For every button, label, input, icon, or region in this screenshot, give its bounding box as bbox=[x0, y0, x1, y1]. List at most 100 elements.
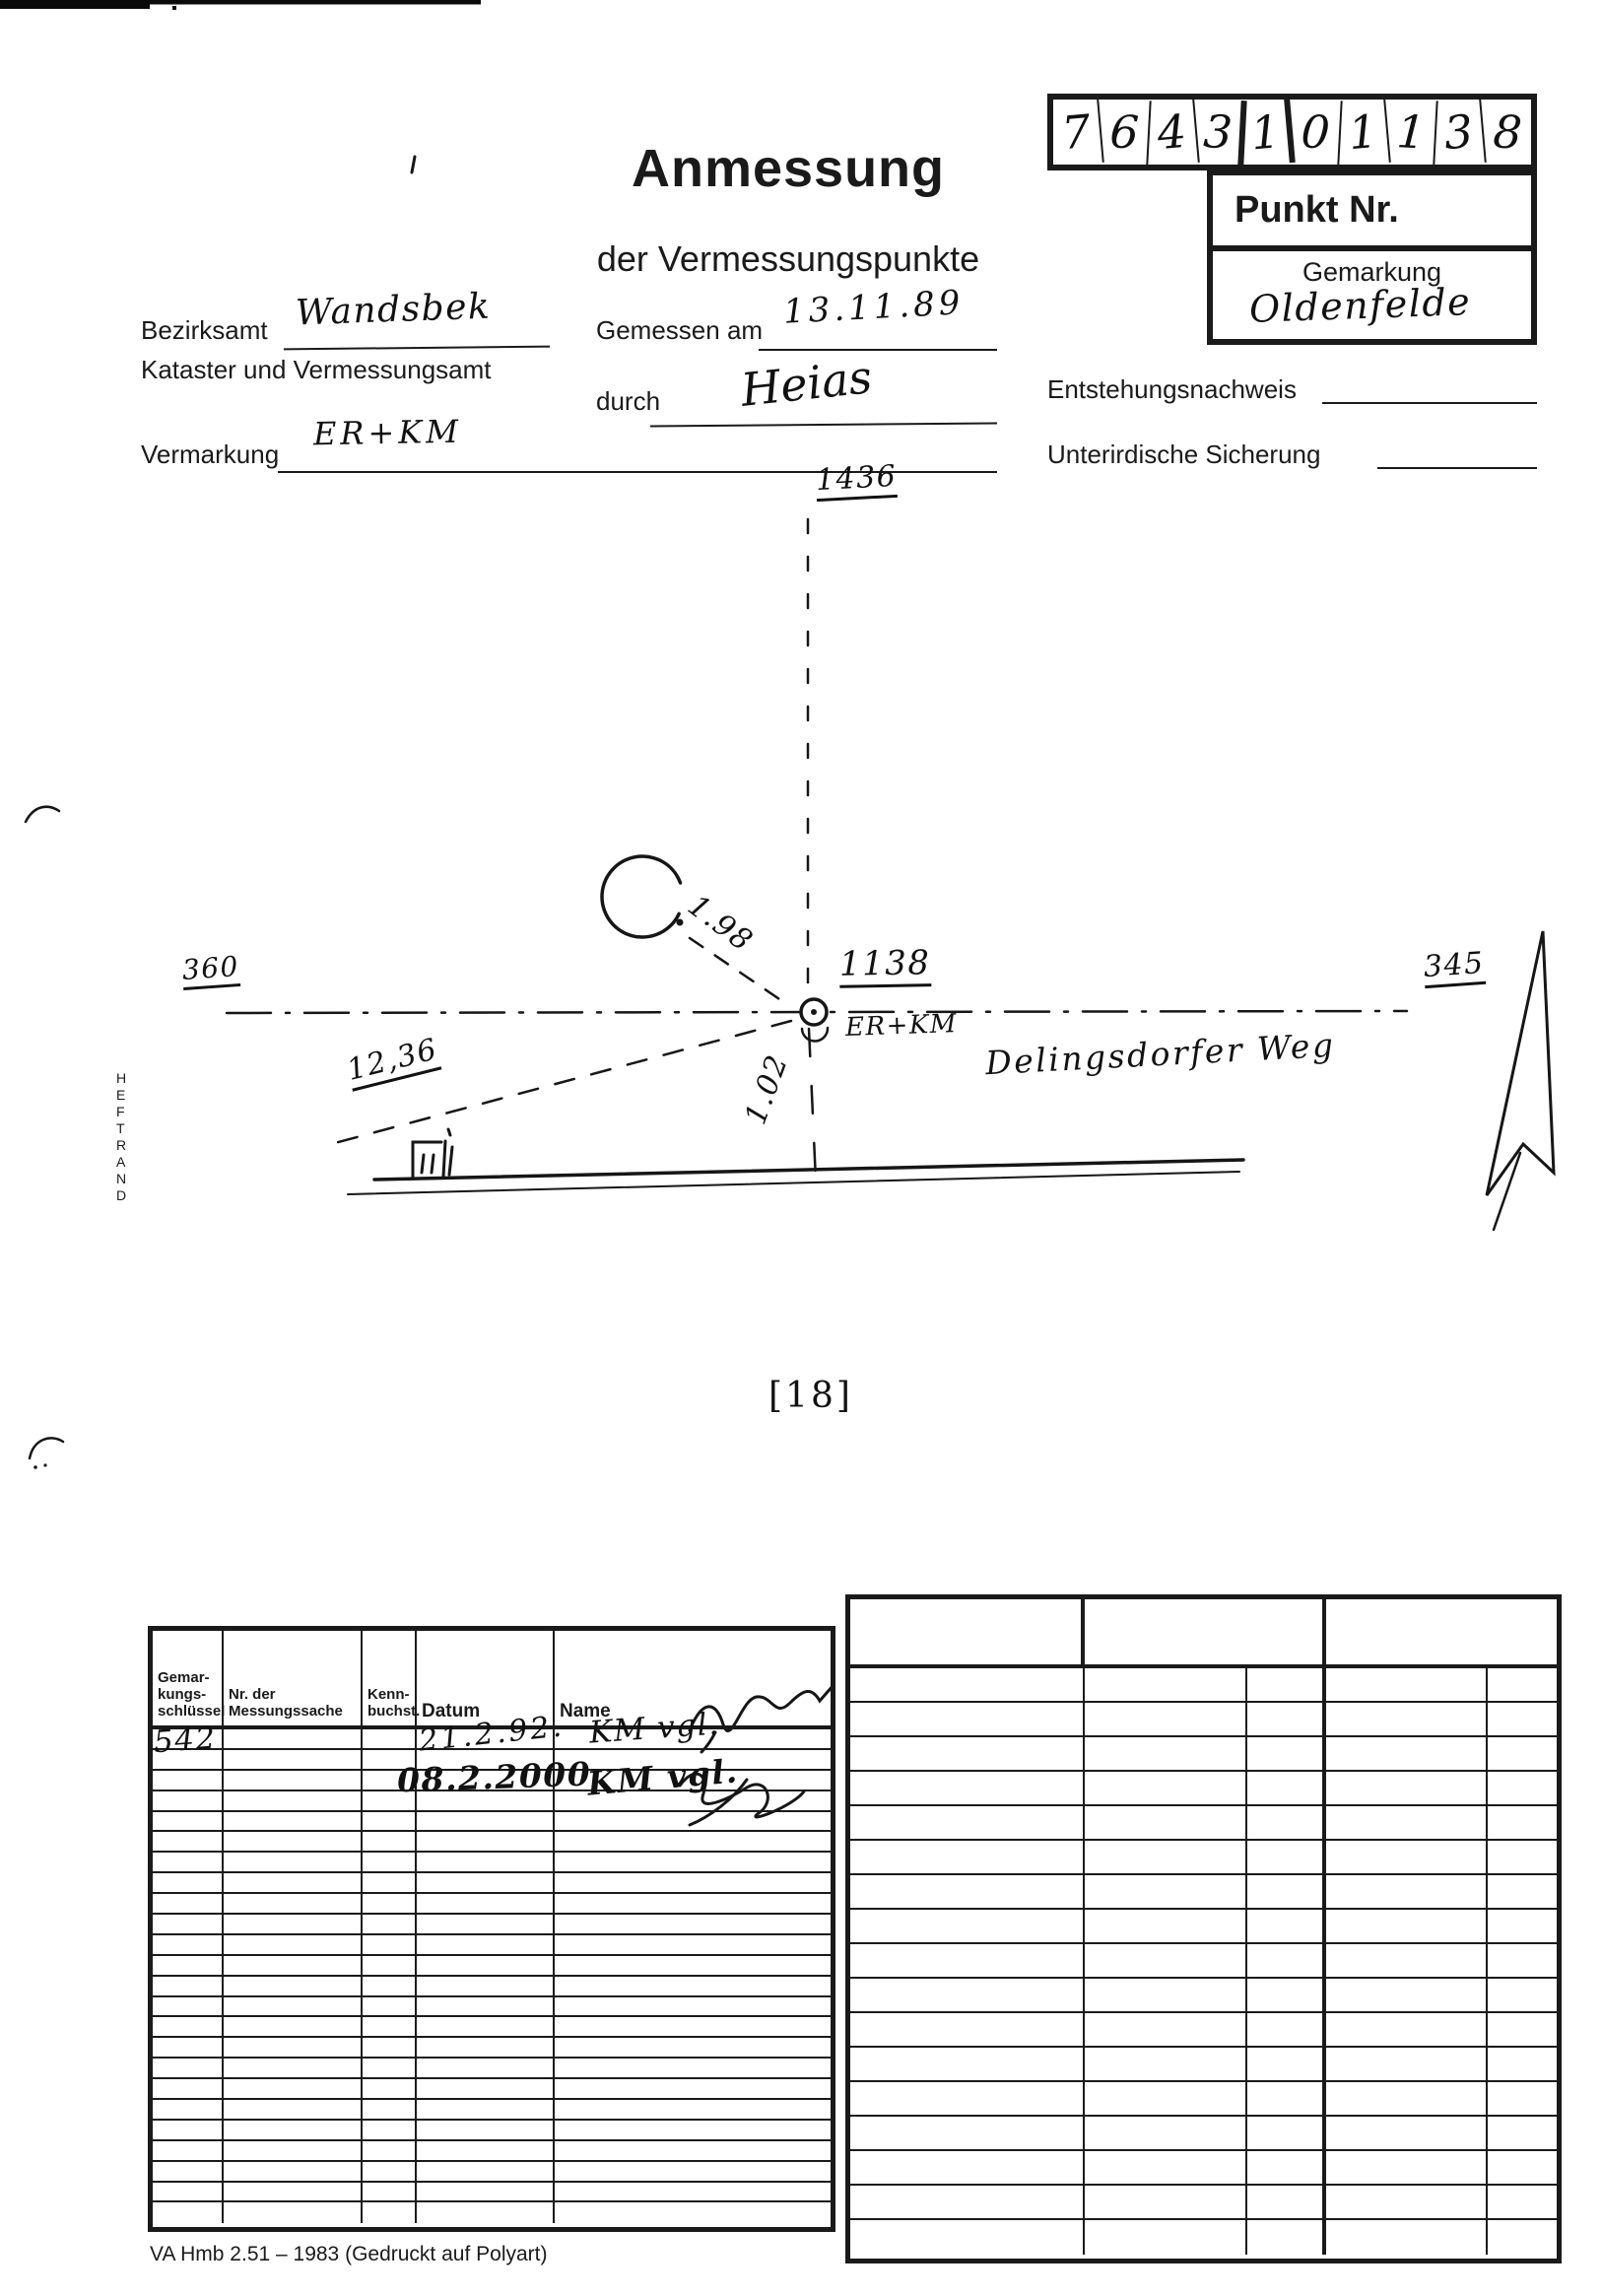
table-cell-empty bbox=[1488, 1806, 1557, 1841]
bezirksamt-label: Bezirksamt bbox=[141, 315, 268, 345]
table-cell-empty bbox=[1488, 1737, 1557, 1772]
table-cell-empty bbox=[555, 1750, 831, 1771]
digit-cell: 3 bbox=[1194, 98, 1246, 167]
table-cell-empty bbox=[1247, 2013, 1326, 2048]
entry-gemarkungsschluessel: 542 bbox=[152, 1720, 218, 1761]
table-cell-empty bbox=[153, 2161, 224, 2183]
table-cell-empty bbox=[417, 1996, 555, 2018]
table-cell-empty bbox=[850, 2082, 1085, 2117]
sketch-distance-12-36: 12,36 bbox=[343, 1032, 442, 1092]
sketch-label-point-1138: 1138 bbox=[838, 943, 931, 988]
table-cell-empty bbox=[153, 1832, 224, 1854]
digit-cell: 8 bbox=[1491, 104, 1523, 160]
table-cell-empty bbox=[850, 2151, 1085, 2186]
table-cell-empty bbox=[1488, 1875, 1557, 1910]
table-cell-empty bbox=[1488, 1910, 1557, 1944]
table-cell-empty bbox=[417, 1976, 555, 1997]
table-cell-empty bbox=[417, 2100, 555, 2121]
gemessen-am-underline bbox=[759, 349, 997, 351]
table-cell-empty bbox=[417, 1770, 555, 1791]
table-cell-empty bbox=[1326, 1910, 1488, 1944]
table-cell-empty bbox=[224, 1934, 363, 1956]
table-cell-empty bbox=[1326, 2013, 1488, 2048]
table-cell-empty bbox=[417, 2202, 555, 2224]
table-cell-empty bbox=[850, 2013, 1085, 2048]
durch-underline bbox=[649, 422, 998, 428]
table-cell-empty bbox=[363, 1996, 417, 2018]
heftrand-margin-text: HEFTRAND bbox=[116, 1070, 127, 1203]
table-cell-empty bbox=[1085, 1910, 1247, 1944]
header-kennbuchst: Kenn- buchst. bbox=[363, 1631, 420, 1725]
table-cell-empty bbox=[1326, 2186, 1488, 2220]
table-cell-empty bbox=[850, 1841, 1085, 1875]
table-cell-empty bbox=[1247, 1944, 1326, 1979]
history-table-right-header bbox=[850, 1599, 1557, 1668]
table-cell-empty bbox=[153, 2182, 224, 2203]
table-cell-empty bbox=[1085, 1979, 1247, 2013]
table-cell-empty bbox=[363, 1832, 417, 1854]
table-cell-empty bbox=[153, 2038, 224, 2060]
sketch-label-point-1436: 1436 bbox=[815, 458, 899, 503]
table-cell-empty bbox=[555, 2121, 831, 2141]
table-cell-empty bbox=[850, 1806, 1085, 1841]
table-cell-empty bbox=[363, 2100, 417, 2121]
header-messungssache: Nr. der Messungssache bbox=[224, 1631, 363, 1725]
table-cell-empty bbox=[224, 1811, 363, 1833]
table-cell-empty bbox=[363, 1811, 417, 1833]
table-cell-empty bbox=[1247, 1979, 1326, 2013]
table-cell-empty bbox=[363, 2202, 417, 2224]
survey-line-vertical-lower bbox=[807, 1027, 818, 1182]
table-cell-empty bbox=[363, 2182, 417, 2203]
survey-line-horizontal bbox=[225, 1009, 1409, 1015]
table-cell-empty bbox=[417, 1853, 555, 1874]
form-title: Anmessung bbox=[631, 139, 946, 198]
table-cell-empty bbox=[555, 1997, 831, 2018]
table-cell-empty bbox=[1488, 1841, 1557, 1875]
history-table-right-body bbox=[850, 1668, 1557, 2255]
table-cell-empty bbox=[1247, 1841, 1326, 1875]
table-cell-empty bbox=[555, 2017, 831, 2039]
table-cell-empty bbox=[1085, 1841, 1247, 1875]
digit-cell: 1 bbox=[1337, 98, 1391, 167]
table-cell-empty bbox=[1085, 2048, 1247, 2082]
table-cell-empty bbox=[153, 2140, 224, 2162]
north-arrow bbox=[1485, 930, 1556, 1232]
header-datum: Datum bbox=[417, 1631, 555, 1725]
table-cell-empty bbox=[1085, 1668, 1247, 1703]
table-cell-empty bbox=[417, 2038, 555, 2060]
table-cell-empty bbox=[417, 2182, 555, 2203]
table-cell-empty bbox=[1326, 2117, 1488, 2151]
table-cell-empty bbox=[555, 1791, 831, 1812]
table-cell-empty bbox=[153, 2017, 224, 2039]
history-table-left: Gemar- kungs- schlüssel Nr. der Messungs… bbox=[148, 1626, 835, 2232]
table-cell-empty bbox=[555, 2183, 831, 2203]
table-cell-empty bbox=[1488, 1772, 1557, 1806]
survey-point-double-stroke bbox=[800, 1026, 830, 1043]
table-cell-empty bbox=[224, 1770, 363, 1791]
table-cell-empty bbox=[555, 1956, 831, 1977]
table-cell-empty bbox=[1326, 1737, 1488, 1772]
table-cell-empty bbox=[555, 2079, 831, 2101]
table-cell-empty bbox=[417, 1729, 555, 1750]
table-cell-empty bbox=[224, 2140, 363, 2162]
table-cell-empty bbox=[224, 2079, 363, 2101]
table-cell-empty bbox=[153, 1996, 224, 2018]
table-cell-empty bbox=[1326, 2048, 1488, 2082]
gemessen-am-value: 13.11.89 bbox=[782, 283, 966, 332]
table-cell-empty bbox=[363, 1915, 417, 1935]
table-cell-empty bbox=[363, 2161, 417, 2183]
empty-header-cell bbox=[850, 1599, 1085, 1664]
table-cell-empty bbox=[1326, 1703, 1488, 1737]
table-cell-empty bbox=[224, 1873, 363, 1895]
table-cell-empty bbox=[1085, 2117, 1247, 2151]
header-name: Name bbox=[560, 1701, 611, 1722]
table-cell-empty bbox=[850, 2048, 1085, 2082]
table-cell-empty bbox=[224, 1976, 363, 1997]
bezirksamt-value: Wandsbek bbox=[295, 286, 492, 334]
table-cell-empty bbox=[224, 2100, 363, 2121]
table-cell-empty bbox=[417, 2059, 555, 2080]
table-cell-empty bbox=[1488, 2048, 1557, 2082]
table-cell-empty bbox=[153, 2079, 224, 2101]
gemarkung-value: Oldenfelde bbox=[1248, 280, 1472, 331]
